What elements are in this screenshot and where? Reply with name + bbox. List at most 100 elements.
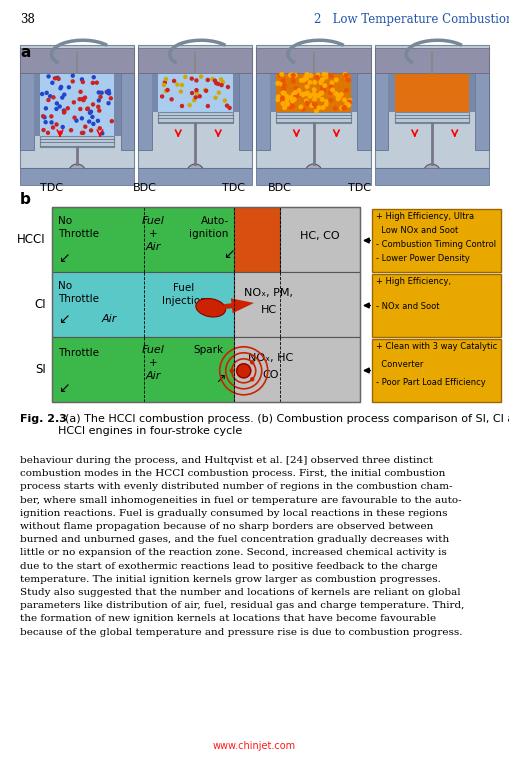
Circle shape <box>213 80 216 82</box>
Text: - NOx and Soot: - NOx and Soot <box>376 302 439 311</box>
Text: Fuel: Fuel <box>142 216 164 226</box>
Circle shape <box>61 96 64 99</box>
Circle shape <box>61 125 64 129</box>
Circle shape <box>97 106 100 109</box>
Text: behaviour during the process, and Hultqvist et al. [24] observed three distinct: behaviour during the process, and Hultqv… <box>20 456 433 465</box>
Circle shape <box>80 132 83 135</box>
Circle shape <box>107 92 110 95</box>
Circle shape <box>291 105 295 108</box>
Bar <box>138 47 252 73</box>
Text: No: No <box>58 216 72 226</box>
Text: + High Efficiency,: + High Efficiency, <box>376 277 451 286</box>
Text: Study also suggested that the number and locations of kernels are reliant on glo: Study also suggested that the number and… <box>20 588 461 597</box>
Circle shape <box>106 91 109 94</box>
Circle shape <box>170 98 173 101</box>
Circle shape <box>80 117 83 120</box>
Circle shape <box>97 99 100 102</box>
Bar <box>152 73 158 112</box>
Circle shape <box>324 75 328 79</box>
Circle shape <box>50 115 53 118</box>
Circle shape <box>308 93 312 97</box>
Circle shape <box>292 80 295 83</box>
Circle shape <box>316 73 320 76</box>
Circle shape <box>331 88 334 92</box>
Bar <box>372 209 501 272</box>
Circle shape <box>291 75 294 78</box>
Circle shape <box>45 91 48 94</box>
Text: Throttle: Throttle <box>58 230 99 239</box>
Circle shape <box>336 93 340 97</box>
Circle shape <box>333 107 337 110</box>
Text: ignition reactions. Fuel is gradually consumed by local reactions in these regio: ignition reactions. Fuel is gradually co… <box>20 509 447 518</box>
Text: 38: 38 <box>20 13 35 26</box>
Circle shape <box>329 99 332 102</box>
Text: +: + <box>149 230 157 239</box>
Circle shape <box>163 81 166 84</box>
Circle shape <box>79 108 82 110</box>
Bar <box>239 73 252 150</box>
Circle shape <box>292 93 295 96</box>
Circle shape <box>173 80 176 83</box>
Bar <box>372 274 501 337</box>
Circle shape <box>92 76 95 79</box>
Circle shape <box>314 93 317 97</box>
Circle shape <box>42 129 45 132</box>
Circle shape <box>322 73 326 76</box>
Bar <box>20 47 134 73</box>
Bar <box>158 112 233 123</box>
Circle shape <box>63 110 66 113</box>
Circle shape <box>293 73 297 77</box>
Circle shape <box>324 103 328 106</box>
Circle shape <box>345 102 349 106</box>
Circle shape <box>293 98 296 101</box>
Circle shape <box>313 103 316 106</box>
Bar <box>121 73 134 150</box>
Circle shape <box>86 108 89 110</box>
Circle shape <box>305 164 322 181</box>
Text: CO: CO <box>263 369 279 379</box>
Circle shape <box>99 96 102 99</box>
Text: SI: SI <box>35 363 46 376</box>
Circle shape <box>188 103 191 106</box>
Circle shape <box>90 129 93 132</box>
Circle shape <box>305 102 309 106</box>
Bar <box>357 73 371 150</box>
Circle shape <box>334 92 337 96</box>
Circle shape <box>308 80 312 84</box>
Circle shape <box>43 116 46 119</box>
Text: Throttle: Throttle <box>58 348 99 358</box>
Text: - Poor Part Load Efficiency: - Poor Part Load Efficiency <box>376 378 486 387</box>
Circle shape <box>281 99 285 103</box>
Bar <box>388 73 394 112</box>
Circle shape <box>187 164 204 181</box>
Circle shape <box>301 107 305 111</box>
Circle shape <box>322 90 326 93</box>
Circle shape <box>294 95 298 98</box>
Circle shape <box>204 89 207 92</box>
Circle shape <box>71 74 74 77</box>
Bar <box>257 73 270 150</box>
Bar <box>138 168 252 185</box>
Circle shape <box>73 116 76 119</box>
Circle shape <box>306 80 310 83</box>
Circle shape <box>49 95 51 98</box>
Bar <box>40 73 115 136</box>
Circle shape <box>97 91 100 94</box>
Circle shape <box>315 109 318 112</box>
Circle shape <box>347 79 351 82</box>
Circle shape <box>305 81 309 85</box>
Circle shape <box>280 73 284 76</box>
Circle shape <box>323 83 326 87</box>
Bar <box>375 168 489 185</box>
Circle shape <box>285 95 289 98</box>
Bar <box>52 337 234 402</box>
Circle shape <box>47 75 50 78</box>
Circle shape <box>329 74 332 78</box>
Text: ↙: ↙ <box>223 247 235 261</box>
Circle shape <box>285 99 289 103</box>
Circle shape <box>47 99 50 102</box>
Bar <box>394 112 469 123</box>
Bar <box>257 45 371 168</box>
Circle shape <box>211 77 214 80</box>
Text: little or no expansion of the reaction zone. Second, increased chemical activity: little or no expansion of the reaction z… <box>20 549 447 558</box>
